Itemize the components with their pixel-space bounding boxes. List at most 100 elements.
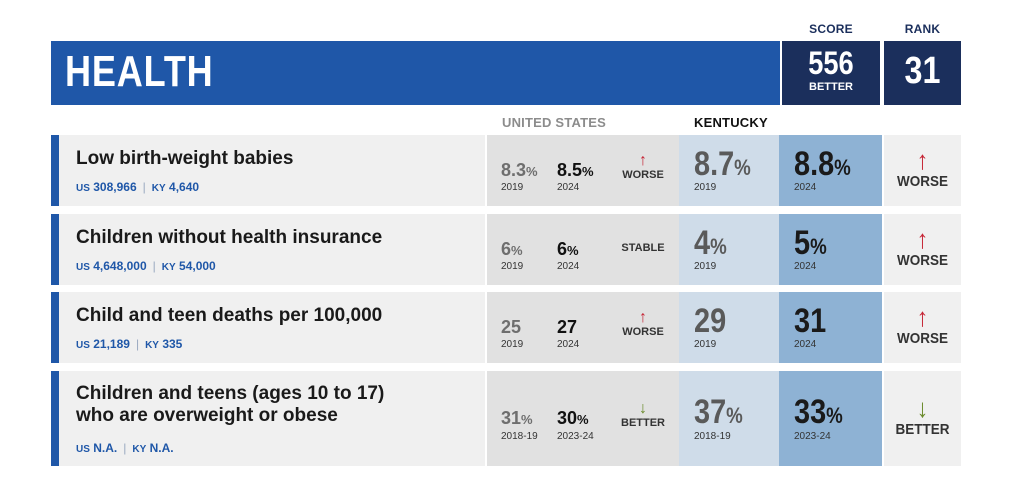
us-old-value: 25 <box>501 317 522 337</box>
us-old-value: 6% <box>501 239 523 259</box>
ky-old-value-cell <box>679 371 779 466</box>
ky-old-year: 2019 <box>694 339 717 350</box>
us-count-prefix: US <box>76 183 90 194</box>
ky-trend-cell <box>884 292 961 363</box>
us-trend: ↑ WORSE <box>613 309 673 339</box>
us-new-value: 6% <box>557 239 579 259</box>
ky-count-prefix: KY <box>145 340 159 351</box>
indicator-name: Children without health insurance <box>76 227 383 248</box>
indicator-name-cell <box>59 292 485 363</box>
indicator-counts: US 21,189 | KY 335 <box>76 337 183 351</box>
ky-count-prefix: KY <box>151 183 166 194</box>
us-new-year: 2024 <box>557 182 580 193</box>
ky-old-year: 2019 <box>694 261 717 272</box>
indicator-name: Children and teens (ages 10 to 17) who a… <box>76 383 385 426</box>
ky-new-value-cell <box>779 292 882 363</box>
ky-old-value-cell <box>679 292 779 363</box>
row-accent-stripe <box>51 371 59 466</box>
us-count: 21,189 <box>93 337 130 351</box>
indicator-counts: US 4,648,000 | KY 54,000 <box>76 259 216 273</box>
ky-trend-cell <box>884 214 961 285</box>
ky-new-year: 2023-24 <box>794 431 831 442</box>
ky-old-value-cell <box>679 135 779 206</box>
ky-count: 4,640 <box>169 180 200 194</box>
indicator-name: Low birth-weight babies <box>76 148 294 169</box>
rank-column-label: RANK <box>904 22 941 36</box>
us-old-value: 8.3% <box>501 160 538 180</box>
score-value: 556 <box>808 45 854 81</box>
score-box: 556 BETTER <box>782 41 880 105</box>
ky-new-year: 2024 <box>794 182 817 193</box>
us-old-year: 2019 <box>501 261 524 272</box>
ky-new-value-cell <box>779 135 882 206</box>
arrow-up-icon: ↑ <box>916 224 929 254</box>
ky-new-year: 2024 <box>794 339 817 350</box>
us-count-prefix: US <box>76 444 90 455</box>
us-new-year: 2023-24 <box>557 431 594 442</box>
ky-trend-cell <box>884 135 961 206</box>
us-old-year: 2019 <box>501 339 524 350</box>
indicator-counts: US 308,966 | KY 4,640 <box>76 180 200 194</box>
row-accent-stripe <box>51 214 59 285</box>
ky-old-year: 2019 <box>694 182 717 193</box>
indicator-name-cell <box>59 371 485 466</box>
health-banner: HEALTH <box>51 41 780 105</box>
ky-new-value-cell <box>779 214 882 285</box>
ky-old-year: 2018-19 <box>694 431 731 442</box>
indicator-row-health-insurance: Children without health insurance US 4,6… <box>51 214 961 285</box>
score-column-label: SCORE <box>809 22 853 36</box>
ky-trend: ↑ WORSE <box>888 147 957 190</box>
indicator-row-teen-deaths: Child and teen deaths per 100,000 US 21,… <box>51 292 961 363</box>
ky-new-value: 5% <box>794 224 827 262</box>
ky-count-prefix: KY <box>132 444 147 455</box>
ky-new-value: 33% <box>794 393 843 431</box>
ky-trend-cell <box>884 371 961 466</box>
us-count: 308,966 <box>93 180 137 194</box>
us-new-value: 30% <box>557 408 589 428</box>
ky-count: N.A. <box>149 441 174 455</box>
us-old-year: 2018-19 <box>501 431 538 442</box>
ky-count: 54,000 <box>179 259 216 273</box>
us-old-value: 31% <box>501 408 533 428</box>
rank-value: 31 <box>904 50 941 92</box>
kentucky-column-label: KENTUCKY <box>694 115 768 130</box>
ky-old-value: 4% <box>694 224 727 262</box>
us-trend: ↑ WORSE <box>613 152 673 182</box>
ky-new-value-cell <box>779 371 882 466</box>
ky-trend: ↑ WORSE <box>888 226 957 269</box>
us-count: N.A. <box>93 441 118 455</box>
ky-old-value: 37% <box>694 393 743 431</box>
ky-count-prefix: KY <box>161 262 176 273</box>
row-accent-stripe <box>51 292 59 363</box>
us-count-prefix: US <box>76 340 90 351</box>
us-trend: ↓ BETTER <box>613 400 673 430</box>
arrow-up-icon: ↑ <box>916 145 929 175</box>
score-status: BETTER <box>809 81 853 93</box>
ky-count: 335 <box>162 337 183 351</box>
indicator-name-cell <box>59 135 485 206</box>
arrow-up-icon: ↑ <box>639 309 647 326</box>
ky-old-value: 29 <box>694 302 727 340</box>
section-title: HEALTH <box>65 47 214 96</box>
ky-new-value: 31 <box>794 302 827 340</box>
us-new-value: 27 <box>557 317 578 337</box>
us-count: 4,648,000 <box>93 259 147 273</box>
arrow-up-icon: ↑ <box>639 152 647 169</box>
us-old-year: 2019 <box>501 182 524 193</box>
us-new-year: 2024 <box>557 339 580 350</box>
ky-trend: ↑ WORSE <box>888 304 957 347</box>
indicator-name: Child and teen deaths per 100,000 <box>76 305 383 326</box>
us-count-prefix: US <box>76 262 90 273</box>
us-new-year: 2024 <box>557 261 580 272</box>
us-new-value: 8.5% <box>557 160 594 180</box>
arrow-down-icon: ↓ <box>639 400 647 417</box>
rank-box: 31 <box>884 41 961 105</box>
arrow-up-icon: ↑ <box>916 302 929 332</box>
us-trend: STABLE <box>621 242 665 254</box>
arrow-down-icon: ↓ <box>916 393 929 423</box>
row-accent-stripe <box>51 135 59 206</box>
indicator-name-cell <box>59 214 485 285</box>
ky-old-value: 8.7% <box>694 145 751 183</box>
ky-new-year: 2024 <box>794 261 817 272</box>
ky-trend: ↓ BETTER <box>888 395 957 438</box>
